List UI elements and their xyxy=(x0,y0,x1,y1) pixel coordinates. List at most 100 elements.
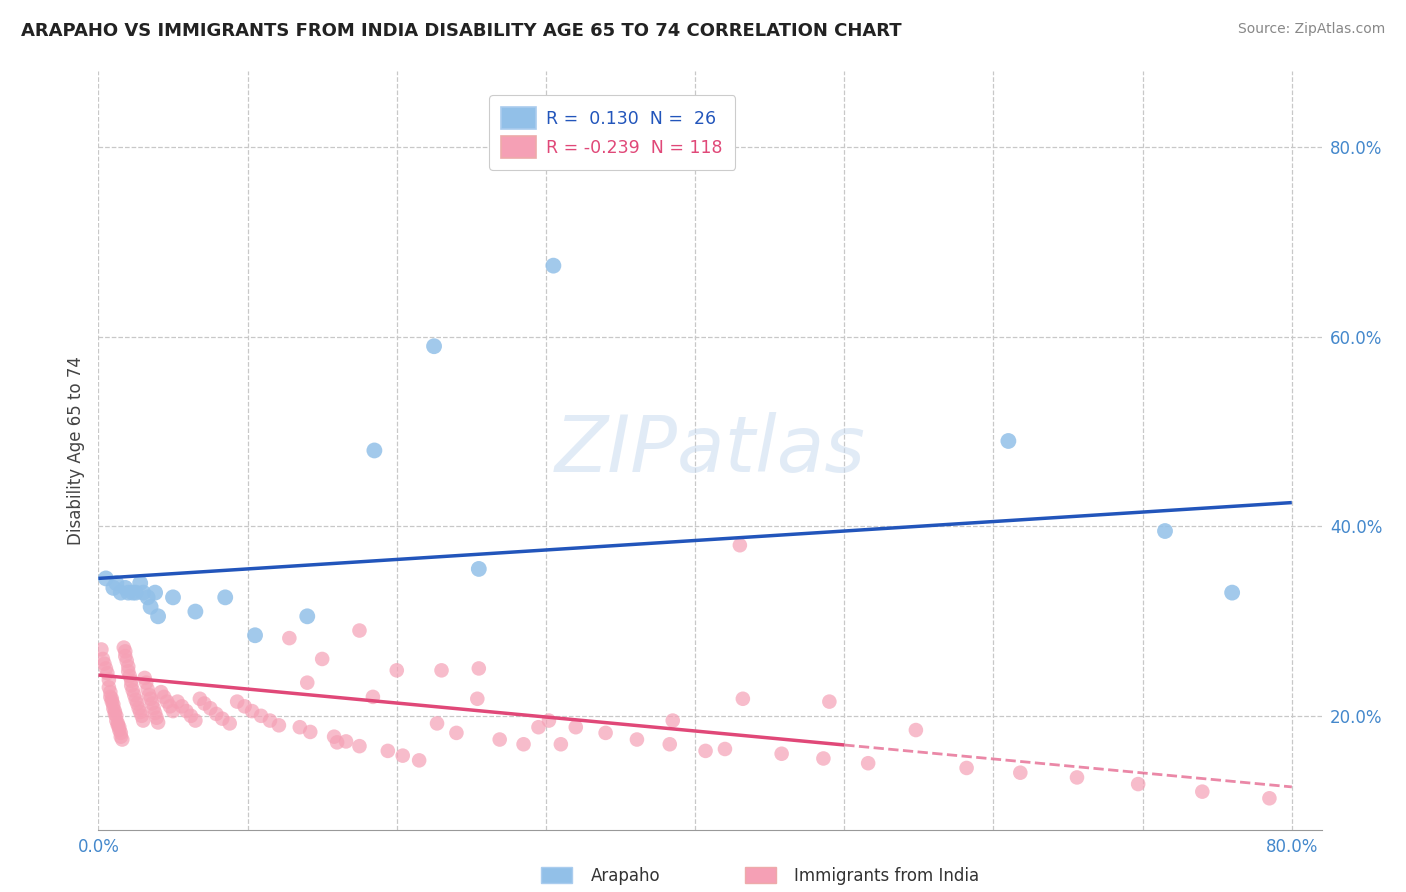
Point xyxy=(243,628,266,642)
Point xyxy=(311,652,333,666)
Point xyxy=(226,695,249,709)
Point xyxy=(180,708,202,723)
Point xyxy=(543,259,565,273)
Point xyxy=(1258,791,1281,805)
Point xyxy=(145,711,167,725)
Point xyxy=(250,708,273,723)
Point xyxy=(385,664,408,678)
Point xyxy=(134,671,156,685)
Point xyxy=(139,691,162,706)
Point xyxy=(1066,771,1088,785)
Point xyxy=(297,609,319,624)
Point xyxy=(267,718,290,732)
Point xyxy=(120,679,142,693)
Point xyxy=(112,640,135,655)
Text: ARAPAHO VS IMMIGRANTS FROM INDIA DISABILITY AGE 65 TO 74 CORRELATION CHART: ARAPAHO VS IMMIGRANTS FROM INDIA DISABIL… xyxy=(21,22,901,40)
Point xyxy=(170,699,193,714)
Point xyxy=(537,714,560,728)
Point xyxy=(129,705,152,719)
Point xyxy=(997,434,1019,448)
Point xyxy=(299,725,322,739)
Point xyxy=(211,712,233,726)
Point xyxy=(94,571,117,585)
Point xyxy=(122,688,145,702)
Point xyxy=(90,642,112,657)
Point xyxy=(103,701,125,715)
Point xyxy=(1220,585,1243,599)
Point xyxy=(818,695,841,709)
Point xyxy=(176,704,198,718)
Point xyxy=(731,691,754,706)
Point xyxy=(184,605,207,619)
Point xyxy=(111,732,134,747)
Point xyxy=(1191,785,1213,799)
Point xyxy=(200,701,222,715)
Point xyxy=(240,704,263,718)
Point xyxy=(288,720,311,734)
Text: ZIPatlas: ZIPatlas xyxy=(554,412,866,489)
Point xyxy=(117,665,139,679)
Point xyxy=(110,730,132,744)
Point xyxy=(205,706,228,721)
Point xyxy=(98,685,121,699)
Point xyxy=(430,664,453,678)
Text: Source: ZipAtlas.com: Source: ZipAtlas.com xyxy=(1237,22,1385,37)
Point xyxy=(159,699,181,714)
Point xyxy=(233,699,256,714)
Point xyxy=(214,591,236,605)
Point xyxy=(184,714,207,728)
Point xyxy=(349,739,371,753)
Point xyxy=(626,732,648,747)
Point xyxy=(121,585,143,599)
Point xyxy=(323,730,346,744)
Point xyxy=(728,538,751,552)
Point xyxy=(408,753,430,767)
Point xyxy=(550,737,572,751)
Point xyxy=(904,723,927,737)
Point xyxy=(103,581,125,595)
Point xyxy=(188,691,211,706)
Point xyxy=(259,714,281,728)
Point xyxy=(138,688,160,702)
Point xyxy=(695,744,717,758)
Point xyxy=(110,726,132,740)
Point xyxy=(770,747,793,761)
Point xyxy=(658,737,681,751)
Point xyxy=(512,737,534,751)
Point xyxy=(955,761,977,775)
Point xyxy=(105,714,128,728)
Point xyxy=(162,591,184,605)
Point xyxy=(97,681,120,695)
Point xyxy=(110,585,132,599)
Point xyxy=(143,706,166,720)
Point xyxy=(121,683,143,698)
Point xyxy=(114,581,136,595)
Point xyxy=(94,661,117,675)
Point xyxy=(108,723,131,737)
Point xyxy=(146,715,169,730)
Point xyxy=(127,697,149,711)
Point xyxy=(114,649,136,664)
Point xyxy=(1154,524,1177,538)
Point xyxy=(488,732,510,747)
Point xyxy=(527,720,550,734)
Point xyxy=(465,691,488,706)
Point xyxy=(125,585,148,599)
Point xyxy=(377,744,399,758)
Point xyxy=(132,585,155,599)
Point xyxy=(423,339,446,353)
Legend: R =  0.130  N =  26, R = -0.239  N = 118: R = 0.130 N = 26, R = -0.239 N = 118 xyxy=(489,95,735,169)
Point xyxy=(114,644,136,658)
Point xyxy=(120,673,142,688)
Point xyxy=(104,704,127,718)
Point xyxy=(714,742,737,756)
Point xyxy=(156,695,179,709)
Point xyxy=(565,720,588,734)
Point xyxy=(105,576,128,591)
Point xyxy=(146,609,169,624)
Point xyxy=(349,624,371,638)
Point xyxy=(142,701,165,715)
Point xyxy=(117,585,139,599)
Point xyxy=(104,706,127,721)
Point xyxy=(117,659,139,673)
